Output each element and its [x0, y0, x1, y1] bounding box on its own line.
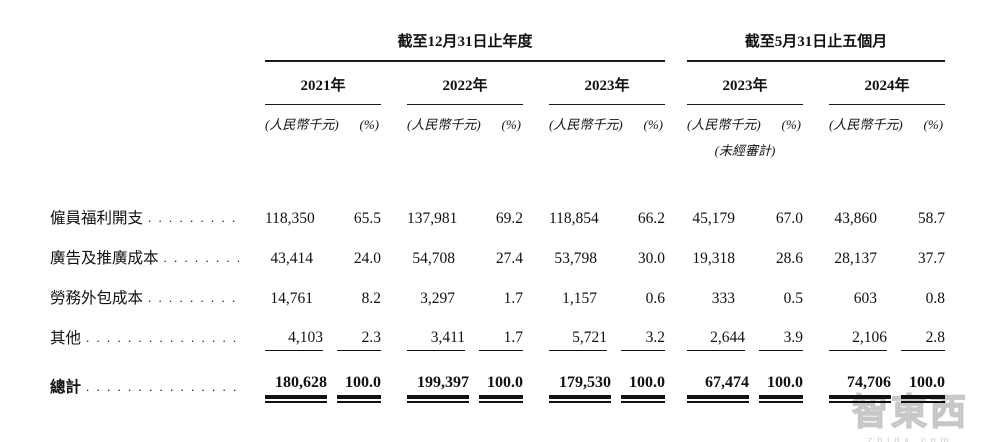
cell-percent: 28.6 — [775, 249, 804, 267]
cell-total-amount: 180,628 — [265, 357, 331, 405]
unit-rmb-thousand: (人民幣千元) — [549, 117, 623, 132]
cell-amount: 2,644 — [687, 317, 753, 357]
cell-percent: 69.2 — [495, 209, 523, 227]
period-header-annual: 截至12月31日止年度 — [265, 24, 666, 62]
cell-percent: 67.0 — [775, 209, 804, 227]
unit-rmb-thousand: (人民幣千元) — [265, 117, 339, 132]
unit-rmb-thousand: (人民幣千元) — [687, 117, 761, 132]
cell-percent: 1.7 — [473, 317, 523, 357]
cell-amount: 1,157 — [562, 289, 597, 307]
unit-rmb-thousand: (人民幣千元) — [407, 117, 481, 132]
year-2023-5m: 2023年 — [687, 61, 804, 105]
cell-total-amount: 74,706 — [829, 357, 895, 405]
unit-rmb-thousand: (人民幣千元) — [829, 117, 903, 132]
cell-amount: 137,981 — [407, 209, 458, 227]
cell-amount: 53,798 — [554, 249, 597, 267]
row-label: 勞務外包成本 — [50, 289, 144, 307]
cell-percent: 0.8 — [925, 289, 946, 307]
year-header-row: 2021年 2022年 2023年 2023年 2024年 — [50, 61, 946, 105]
table-row-others: 其他 4,103 2.3 3,411 1.7 5,721 3.2 2,644 3… — [50, 317, 946, 357]
cell-percent: 58.7 — [917, 209, 946, 227]
table-row-advertising-promotion-costs: 廣告及推廣成本 43,414 24.0 54,708 27.4 53,798 3… — [50, 237, 945, 277]
dot-leader — [143, 211, 239, 224]
cell-percent: 65.5 — [353, 209, 381, 227]
cell-amount: 333 — [711, 289, 736, 307]
cell-amount: 14,761 — [270, 289, 313, 307]
cell-total-amount: 67,474 — [687, 357, 753, 405]
cell-percent: 0.5 — [783, 289, 804, 307]
cell-percent: 30.0 — [637, 249, 666, 267]
cell-percent: 2.3 — [331, 317, 381, 357]
row-label: 其他 — [50, 329, 82, 347]
cell-amount: 43,414 — [270, 249, 313, 267]
cell-percent: 3.2 — [615, 317, 666, 357]
cell-amount: 5,721 — [549, 317, 615, 357]
cell-total-percent: 100.0 — [895, 357, 946, 405]
year-2024-5m: 2024年 — [829, 61, 946, 105]
cell-total-amount: 199,397 — [407, 357, 473, 405]
cell-amount: 118,350 — [265, 209, 315, 227]
total-label: 總計 — [50, 378, 82, 396]
cell-amount: 19,318 — [692, 249, 736, 267]
cell-amount: 2,106 — [829, 317, 895, 357]
cell-amount: 28,137 — [834, 249, 878, 267]
unit-percent: (%) — [359, 117, 380, 132]
cell-amount: 43,860 — [834, 209, 878, 227]
year-2023: 2023年 — [549, 61, 666, 105]
year-2022: 2022年 — [407, 61, 523, 105]
table-row-employee-benefit-expenses: 僱員福利開支 118,350 65.5 137,981 69.2 118,854… — [50, 197, 945, 237]
zhidx-domain-text: zhidx.com — [867, 435, 954, 442]
unit-percent: (%) — [923, 117, 944, 132]
period-header-five-months: 截至5月31日止五個月 — [687, 24, 946, 62]
row-label: 僱員福利開支 — [50, 209, 144, 227]
cell-amount: 3,297 — [420, 289, 455, 307]
dot-leader — [143, 291, 239, 304]
cell-percent: 0.6 — [645, 289, 666, 307]
cost-breakdown-table: 截至12月31日止年度 截至5月31日止五個月 2021年 2022年 2023… — [50, 24, 946, 405]
cell-total-percent: 100.0 — [615, 357, 666, 405]
dot-leader — [81, 380, 239, 393]
unaudited-note: (未經審計) — [714, 143, 776, 158]
cell-percent: 27.4 — [495, 249, 523, 267]
row-label: 廣告及推廣成本 — [50, 249, 159, 267]
cell-total-percent: 100.0 — [473, 357, 523, 405]
cell-percent: 1.7 — [503, 289, 523, 307]
cell-amount: 4,103 — [265, 317, 331, 357]
cell-total-percent: 100.0 — [331, 357, 381, 405]
cell-percent: 24.0 — [353, 249, 381, 267]
dot-leader — [81, 331, 239, 344]
unaudited-note-row: (未經審計) — [50, 133, 945, 159]
table-row-outsourced-labour-costs: 勞務外包成本 14,761 8.2 3,297 1.7 1,157 0.6 33… — [50, 277, 945, 317]
cell-percent: 37.7 — [917, 249, 946, 267]
table-row-total: 總計 180,628 100.0 199,397 100.0 179,530 1… — [50, 357, 946, 405]
section-header-row: 截至12月31日止年度 截至5月31日止五個月 — [50, 24, 946, 62]
cell-percent: 3.9 — [753, 317, 804, 357]
cell-amount: 54,708 — [412, 249, 455, 267]
cell-total-percent: 100.0 — [753, 357, 804, 405]
cell-total-amount: 179,530 — [549, 357, 615, 405]
cell-amount: 3,411 — [407, 317, 473, 357]
cell-amount: 118,854 — [549, 209, 599, 227]
dot-leader — [159, 251, 239, 264]
unit-percent: (%) — [643, 117, 664, 132]
units-row: (人民幣千元) (%) (人民幣千元) (%) (人民幣千元) (%) (人民幣… — [50, 105, 945, 134]
year-2021: 2021年 — [265, 61, 381, 105]
spacer-row — [50, 159, 945, 197]
cell-amount: 45,179 — [692, 209, 736, 227]
unit-percent: (%) — [781, 117, 802, 132]
cell-percent: 2.8 — [895, 317, 946, 357]
cell-amount: 603 — [853, 289, 878, 307]
cell-percent: 66.2 — [637, 209, 666, 227]
unit-percent: (%) — [501, 117, 522, 132]
cell-percent: 8.2 — [361, 289, 381, 307]
